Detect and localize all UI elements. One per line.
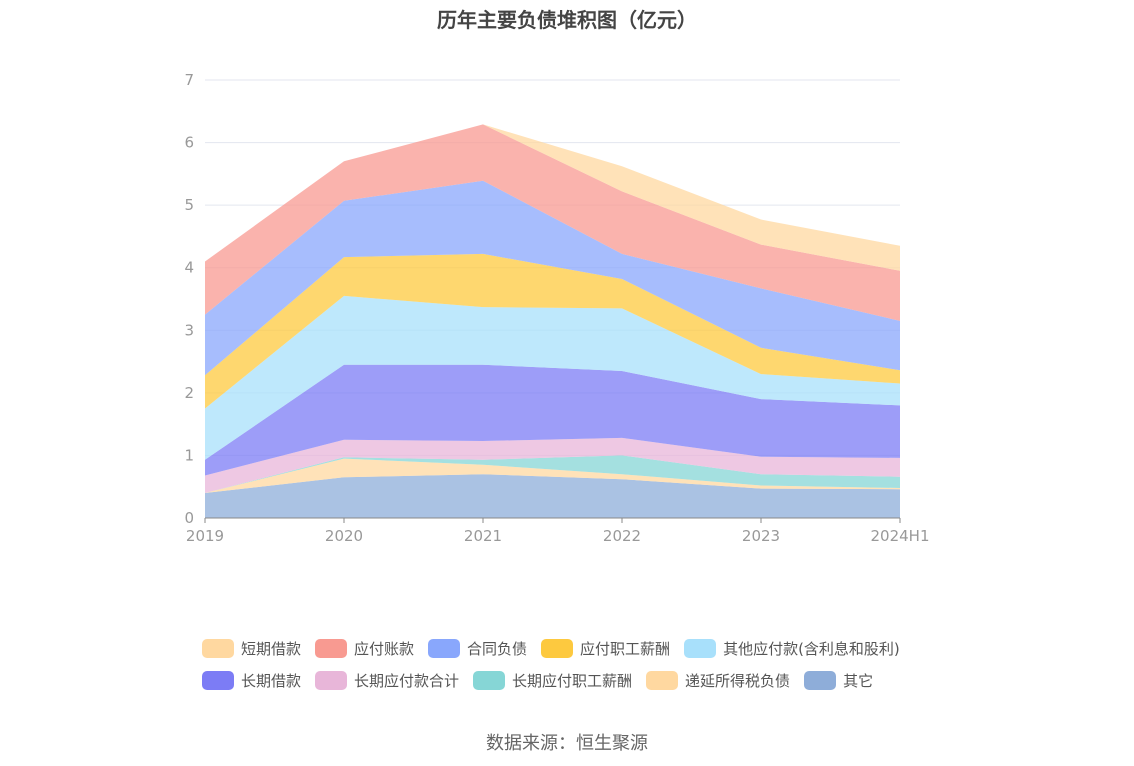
- legend-swatch: [804, 670, 837, 690]
- legend-item-long-term-borrowings[interactable]: 长期借款: [202, 670, 301, 691]
- legend-label: 短期借款: [241, 639, 302, 658]
- x-tick-label: 2022: [603, 527, 641, 545]
- legend-label: 应付职工薪酬: [580, 639, 671, 658]
- area-series: 其他应付款(含利息和股利): [205, 295, 900, 460]
- area-series: 合同负债: [205, 180, 900, 376]
- chart-legend: 短期借款 应付账款 合同负债 应付职工薪酬 其他应付款(含利息和股利) 长期借款…: [202, 632, 962, 696]
- legend-item-long-term-payables[interactable]: 长期应付款合计: [315, 670, 459, 691]
- y-tick-label: 0: [184, 509, 194, 527]
- x-tick-label: 2019: [186, 527, 224, 545]
- legend-label: 递延所得税负债: [685, 671, 791, 690]
- area-series: 长期应付款合计: [205, 437, 900, 493]
- y-tick-label: 4: [184, 259, 194, 277]
- area-series: 其它: [205, 474, 900, 518]
- legend-label: 其他应付款(含利息和股利): [723, 639, 900, 658]
- legend-swatch: [473, 670, 506, 690]
- y-tick-label: 3: [184, 321, 194, 339]
- data-source-note: 数据来源：恒生聚源: [486, 733, 648, 754]
- stacked-area-chart: 01234567其它递延所得税负债长期应付职工薪酬长期应付款合计长期借款其他应付…: [184, 71, 930, 545]
- legend-label: 长期借款: [241, 671, 302, 690]
- legend-item-other[interactable]: 其它: [804, 670, 873, 691]
- legend-swatch: [684, 638, 717, 658]
- legend-swatch: [315, 670, 348, 690]
- area-series: 应付职工薪酬: [205, 253, 900, 409]
- area-series: 长期借款: [205, 364, 900, 476]
- legend-item-long-term-employee-pay[interactable]: 长期应付职工薪酬: [473, 670, 632, 691]
- legend-label: 长期应付职工薪酬: [512, 671, 633, 690]
- area-series: 应付账款: [205, 124, 900, 321]
- y-tick-label: 6: [184, 134, 194, 152]
- legend-item-deferred-tax-liabilities[interactable]: 递延所得税负债: [646, 670, 790, 691]
- y-tick-label: 2: [184, 384, 194, 402]
- y-tick-label: 1: [184, 446, 194, 464]
- legend-label: 应付账款: [354, 639, 415, 658]
- x-tick-label: 2023: [742, 527, 780, 545]
- x-tick-label: 2021: [464, 527, 502, 545]
- legend-item-contract-liabilities[interactable]: 合同负债: [428, 638, 527, 659]
- x-tick-label: 2024H1: [871, 527, 930, 545]
- legend-row-2: 长期借款 长期应付款合计 长期应付职工薪酬 递延所得税负债 其它: [202, 664, 962, 696]
- chart-title: 历年主要负债堆积图（亿元）: [437, 8, 697, 32]
- legend-label: 其它: [843, 671, 874, 690]
- legend-item-other-payables[interactable]: 其他应付款(含利息和股利): [684, 638, 900, 659]
- legend-swatch: [202, 670, 234, 690]
- legend-swatch: [428, 638, 461, 658]
- legend-swatch: [646, 670, 679, 690]
- legend-swatch: [541, 638, 574, 658]
- legend-swatch: [202, 638, 234, 658]
- legend-item-accounts-payable[interactable]: 应付账款: [315, 638, 414, 659]
- y-tick-label: 5: [184, 196, 194, 214]
- legend-label: 合同负债: [467, 639, 528, 658]
- area-series: 短期借款: [205, 124, 900, 271]
- legend-row-1: 短期借款 应付账款 合同负债 应付职工薪酬 其他应付款(含利息和股利): [202, 632, 962, 664]
- x-tick-label: 2020: [325, 527, 363, 545]
- legend-swatch: [315, 638, 348, 658]
- area-series: 递延所得税负债: [205, 458, 900, 493]
- legend-label: 长期应付款合计: [354, 671, 460, 690]
- legend-item-employee-pay-payable[interactable]: 应付职工薪酬: [541, 638, 670, 659]
- y-tick-label: 7: [184, 71, 194, 89]
- legend-item-short-term-borrowings[interactable]: 短期借款: [202, 638, 301, 659]
